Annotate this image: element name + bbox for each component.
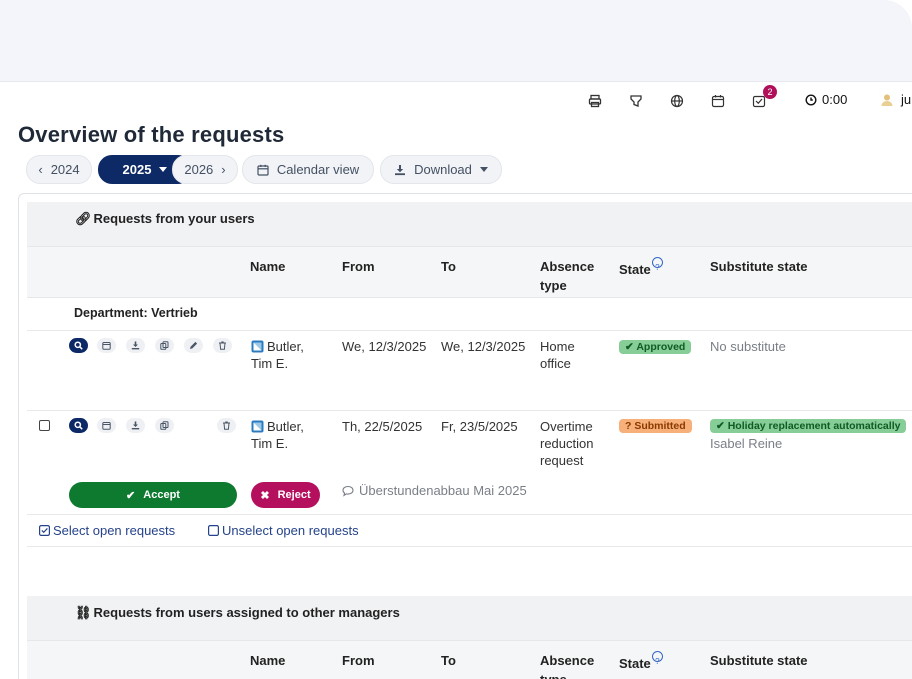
caret-down-icon [159, 167, 168, 172]
substitute-badge: ✔ Holiday replacement automatically [710, 419, 907, 433]
profile-link-icon [251, 340, 264, 353]
unselect-open-requests-link[interactable]: Unselect open requests [208, 523, 359, 538]
from-date: We, 12/3/2025 [342, 339, 427, 354]
absence-type: Home office [540, 339, 575, 371]
next-year-button[interactable]: 2026 › [172, 155, 238, 184]
select-open-requests-link[interactable]: Select open requests [39, 523, 175, 538]
col-name: Name [250, 259, 286, 274]
copy-icon [160, 421, 169, 430]
col-state: State? [619, 651, 663, 673]
print-icon[interactable] [586, 92, 604, 110]
chevron-left-icon: ‹ [38, 162, 43, 177]
download-icon [131, 421, 140, 430]
col-substitute-state: Substitute state [710, 653, 808, 668]
trash-icon [219, 341, 226, 350]
copy-icon [160, 341, 169, 350]
delete-button[interactable] [217, 418, 236, 433]
checked-box-icon [39, 525, 50, 536]
pencil-icon [190, 341, 198, 349]
col-from: From [342, 259, 375, 274]
section-other-managers-header: ⛓︎ Requests from users assigned to other … [27, 596, 912, 642]
divider [27, 514, 912, 515]
employee-name[interactable]: Butler, Tim E. [251, 339, 304, 371]
copy-button[interactable] [155, 338, 174, 353]
col-state: State? [619, 257, 663, 279]
clock-icon [805, 93, 817, 106]
department-label: Department: Vertrieb [74, 306, 198, 320]
notification-badge: 2 [763, 85, 777, 99]
calendar-icon [102, 422, 111, 430]
help-icon[interactable]: ? [651, 651, 663, 666]
status-badge: ✔ Approved [619, 340, 692, 354]
col-to: To [441, 653, 456, 668]
col-to: To [441, 259, 456, 274]
col-name: Name [250, 653, 286, 668]
download-icon [131, 341, 140, 350]
divider [27, 546, 912, 547]
prev-year-button[interactable]: ‹ 2024 [26, 155, 92, 184]
substitute-name: Isabel Reine [710, 436, 783, 451]
copy-button[interactable] [155, 418, 174, 433]
to-date: Fr, 23/5/2025 [441, 419, 518, 434]
inbox-icon[interactable]: 2 [750, 85, 777, 110]
help-icon[interactable]: ? [651, 257, 663, 272]
reject-button[interactable]: ✖ Reject [251, 482, 320, 508]
caret-down-icon [479, 167, 488, 172]
download-icon [395, 164, 406, 175]
page-title: Overview of the requests [18, 122, 285, 147]
trash-icon [223, 421, 230, 430]
view-button[interactable] [69, 418, 88, 433]
user-avatar-icon [881, 94, 893, 106]
top-banner [0, 0, 912, 82]
empty-box-icon [208, 525, 219, 536]
employee-name[interactable]: Butler, Tim E. [251, 419, 304, 451]
status-badge: ? Submitted [619, 419, 692, 433]
edit-button[interactable] [184, 338, 203, 353]
broken-link-icon: ⛓︎ [75, 605, 92, 620]
check-icon: ✔ [126, 489, 136, 502]
section-own-users-header: 🔗︎ Requests from your users [27, 202, 912, 248]
search-icon [74, 421, 83, 430]
requests-panel: 🔗︎ Requests from your users Name From To … [18, 193, 912, 679]
calendar-icon [102, 342, 111, 350]
calendar-button[interactable] [97, 418, 116, 433]
link-icon: 🔗︎ [75, 211, 92, 226]
calendar-button[interactable] [97, 338, 116, 353]
request-comment: Überstundenabbau Mai 2025 [342, 483, 527, 498]
funnel-icon[interactable] [627, 92, 645, 110]
col-substitute-state: Substitute state [710, 259, 808, 274]
absence-type: Overtime reduction request [540, 419, 594, 468]
chevron-right-icon: › [221, 162, 226, 177]
row-checkbox[interactable] [39, 420, 50, 431]
from-date: Th, 22/5/2025 [342, 419, 423, 434]
calendar-view-button[interactable]: Calendar view [242, 155, 374, 184]
user-name: ju [901, 92, 912, 107]
download-button[interactable] [126, 338, 145, 353]
divider [27, 330, 912, 331]
view-button[interactable] [69, 338, 88, 353]
user-menu[interactable]: ju [880, 92, 911, 107]
divider [27, 410, 912, 411]
calendar-icon[interactable] [709, 92, 727, 110]
close-icon: ✖ [260, 489, 270, 502]
speech-bubble-icon [342, 485, 354, 497]
to-date: We, 12/3/2025 [441, 339, 526, 354]
substitute-state: No substitute [710, 339, 786, 354]
calendar-icon [257, 164, 269, 176]
search-icon [74, 341, 83, 350]
timer[interactable]: 0:00 [805, 92, 847, 107]
col-from: From [342, 653, 375, 668]
download-button[interactable] [126, 418, 145, 433]
timer-value: 0:00 [822, 92, 848, 107]
accept-button[interactable]: ✔ Accept [69, 482, 237, 508]
header-icon-bar: 2 0:00 ju [0, 85, 912, 114]
delete-button[interactable] [213, 338, 232, 353]
globe-icon[interactable] [668, 92, 686, 110]
profile-link-icon [251, 420, 264, 433]
download-dropdown[interactable]: Download [380, 155, 502, 184]
